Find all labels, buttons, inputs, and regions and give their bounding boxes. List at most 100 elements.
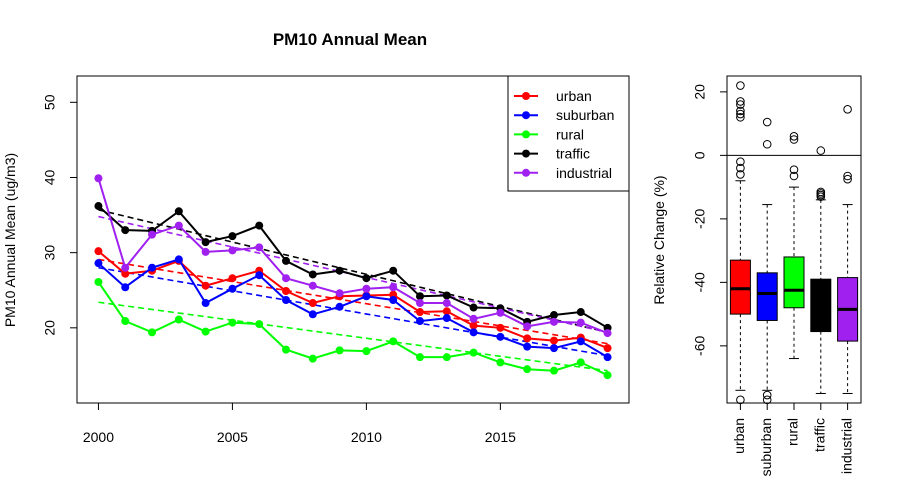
outlier-point xyxy=(762,117,772,127)
legend-marker-traffic xyxy=(522,149,530,158)
box-rural xyxy=(783,132,805,360)
data-point-traffic xyxy=(549,311,558,320)
data-point-traffic xyxy=(228,232,237,241)
outlier-point xyxy=(762,390,772,400)
series-rural xyxy=(94,277,612,380)
data-point-rural xyxy=(576,358,585,367)
y-tick-label: 20 xyxy=(42,320,58,336)
series-urban xyxy=(94,247,612,353)
series-line-urban xyxy=(97,250,608,350)
boxplot-y-axis: 20 0 -20 -40 -60 xyxy=(692,84,728,356)
data-point-industrial xyxy=(174,221,183,230)
box-body xyxy=(810,278,832,333)
boxplot-x-tick-label: suburban xyxy=(758,418,774,476)
boxplot-x-tick-label: rural xyxy=(785,418,801,446)
outlier-point xyxy=(736,112,745,122)
data-point-rural xyxy=(148,328,157,337)
box-suburban xyxy=(756,117,778,405)
line-chart-panel: 2000 2005 2010 2015 20 30 40 50 PM10 Annual Me… xyxy=(2,75,630,445)
series-line-industrial xyxy=(97,177,608,335)
outlier-point xyxy=(789,132,799,141)
x-tick-label: 2010 xyxy=(351,429,382,445)
data-point-industrial xyxy=(228,246,237,255)
x-axis: 2000 2005 2010 2015 xyxy=(83,402,516,445)
data-point-industrial xyxy=(523,322,532,331)
box-body xyxy=(783,256,805,309)
data-point-industrial xyxy=(308,281,317,290)
data-point-traffic xyxy=(415,292,424,301)
data-point-suburban xyxy=(148,263,157,272)
data-point-industrial xyxy=(469,314,478,323)
data-point-suburban xyxy=(603,353,612,362)
series-suburban xyxy=(94,255,612,362)
data-point-industrial xyxy=(362,284,371,293)
data-point-urban xyxy=(469,321,478,330)
data-point-urban xyxy=(603,344,612,353)
boxplot-y-tick-label: 20 xyxy=(692,84,708,100)
data-point-industrial xyxy=(335,289,344,298)
series-industrial xyxy=(94,174,612,338)
data-point-industrial xyxy=(415,299,424,308)
data-point-traffic xyxy=(201,238,210,247)
legend-label-urban: urban xyxy=(556,88,592,104)
outlier-point xyxy=(816,192,826,201)
data-point-industrial xyxy=(255,243,264,252)
box-traffic xyxy=(810,146,832,394)
data-point-urban xyxy=(121,269,130,278)
data-point-traffic xyxy=(335,266,344,275)
y-axis-label: PM10 Annual Mean (ug/m3) xyxy=(2,153,18,327)
outlier-point xyxy=(736,163,745,173)
outlier-point xyxy=(816,146,826,155)
boxplot-y-tick-label: -20 xyxy=(692,209,708,229)
data-point-rural xyxy=(549,366,558,375)
outlier-point xyxy=(736,100,745,109)
outlier-point xyxy=(762,395,772,405)
data-point-rural xyxy=(121,317,130,326)
outlier-point xyxy=(736,97,745,106)
data-point-industrial xyxy=(496,308,505,317)
data-point-suburban xyxy=(389,296,398,305)
data-point-traffic xyxy=(442,291,451,300)
y-tick-label: 30 xyxy=(42,245,58,261)
data-point-urban xyxy=(415,308,424,317)
data-point-industrial xyxy=(201,247,210,256)
box-industrial xyxy=(837,105,859,394)
data-point-suburban xyxy=(335,302,344,311)
legend-label-traffic: traffic xyxy=(556,146,590,162)
outlier-point xyxy=(736,81,745,90)
series-line-suburban xyxy=(97,258,609,358)
data-point-traffic xyxy=(469,303,478,312)
boxplot-x-tick-label: industrial xyxy=(838,418,854,474)
box-body xyxy=(729,259,751,315)
data-point-suburban xyxy=(415,317,424,326)
outlier-point xyxy=(843,105,852,114)
boxplot-plot-frame xyxy=(726,75,862,404)
data-point-rural xyxy=(442,353,451,362)
data-point-suburban xyxy=(496,332,505,341)
y-tick-label: 50 xyxy=(42,94,58,110)
data-point-traffic xyxy=(389,266,398,275)
series-line-traffic xyxy=(97,205,609,329)
boxplot-panel: 20 0 -20 -40 -60 urban suburban rural traffic in… xyxy=(651,75,862,476)
data-point-traffic xyxy=(94,202,103,211)
data-point-suburban xyxy=(362,292,371,301)
data-point-industrial xyxy=(389,283,398,292)
data-point-traffic xyxy=(174,207,183,216)
data-point-suburban xyxy=(576,337,585,346)
data-point-rural xyxy=(335,346,344,355)
data-point-rural xyxy=(362,347,371,356)
data-point-industrial xyxy=(94,174,103,183)
legend-label-suburban: suburban xyxy=(556,107,614,123)
data-point-traffic xyxy=(308,270,317,279)
series-lines xyxy=(94,174,612,380)
trend-line-traffic xyxy=(98,209,608,334)
boxplot-x-axis: urban suburban rural traffic industrial xyxy=(731,402,854,476)
data-point-suburban xyxy=(94,259,103,268)
line-chart-title: PM10 Annual Mean xyxy=(273,30,427,49)
outlier-point xyxy=(736,170,745,179)
outlier-point xyxy=(762,139,772,149)
x-tick-label: 2000 xyxy=(83,429,114,445)
legend: urban suburban rural traffic industrial xyxy=(507,75,630,192)
data-point-traffic xyxy=(362,274,371,283)
y-tick-label: 40 xyxy=(42,169,58,185)
